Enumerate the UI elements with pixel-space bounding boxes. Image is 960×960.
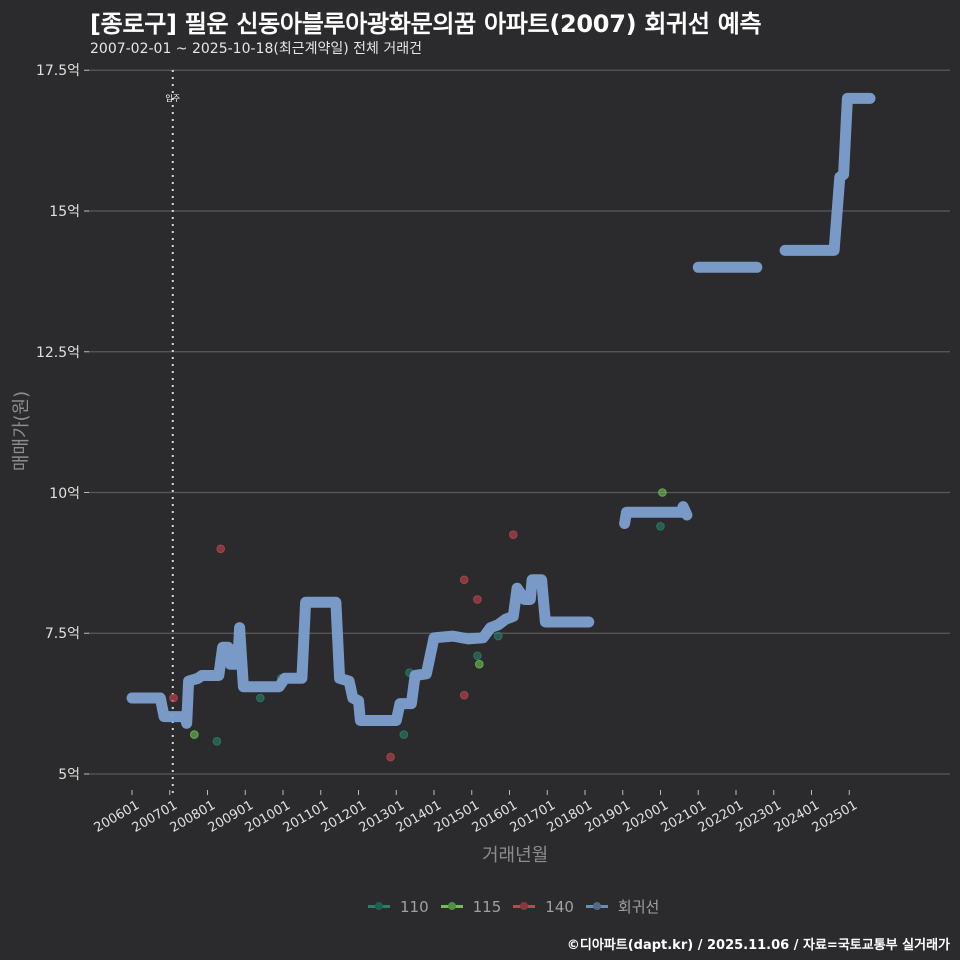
legend-key-140-icon: [513, 905, 536, 908]
legend-item-regression[interactable]: 회귀선: [585, 896, 660, 917]
svg-text:입주: 입주: [165, 94, 180, 103]
chart-title: [종로구] 필운 신동아블루아광화문의꿈 아파트(2007) 회귀선 예측: [90, 10, 762, 38]
gridlines: [84, 69, 950, 795]
legend-label-140: 140: [545, 897, 574, 916]
y-axis-label: 매매가(원): [11, 390, 32, 472]
y-tick-label: 5억: [58, 767, 80, 783]
move-in-annotation: 입주: [165, 70, 180, 795]
legend-label-110: 110: [400, 897, 429, 916]
y-tick-label: 12.5억: [35, 344, 80, 361]
y-tick-label: 15억: [49, 204, 80, 220]
legend-key-115-icon: [440, 905, 463, 908]
legend-item-110[interactable]: 110: [368, 898, 429, 916]
legend-key-regression-icon: [585, 905, 608, 908]
legend: 110 115 140 회귀선: [368, 896, 661, 917]
chart-subtitle: 2007-02-01 ~ 2025-10-18(최근계약일) 전체 거래건: [90, 41, 422, 57]
legend-label-regression: 회귀선: [617, 898, 660, 916]
legend-key-110-icon: [368, 905, 390, 908]
regression-line: [126, 92, 876, 729]
y-tick-label: 17.5억: [35, 63, 80, 80]
legend-label-115: 115: [472, 897, 502, 916]
source-caption: ©디아파트(dapt.kr) / 2025.11.06 / 자료=국토교통부 실…: [566, 938, 950, 953]
y-tick-label: 10억: [49, 485, 80, 502]
legend-item-140[interactable]: 140: [513, 898, 574, 916]
x-axis-label: 거래년월: [482, 845, 549, 866]
legend-item-115[interactable]: 115: [440, 897, 502, 916]
y-tick-label: 7.5억: [44, 626, 80, 643]
